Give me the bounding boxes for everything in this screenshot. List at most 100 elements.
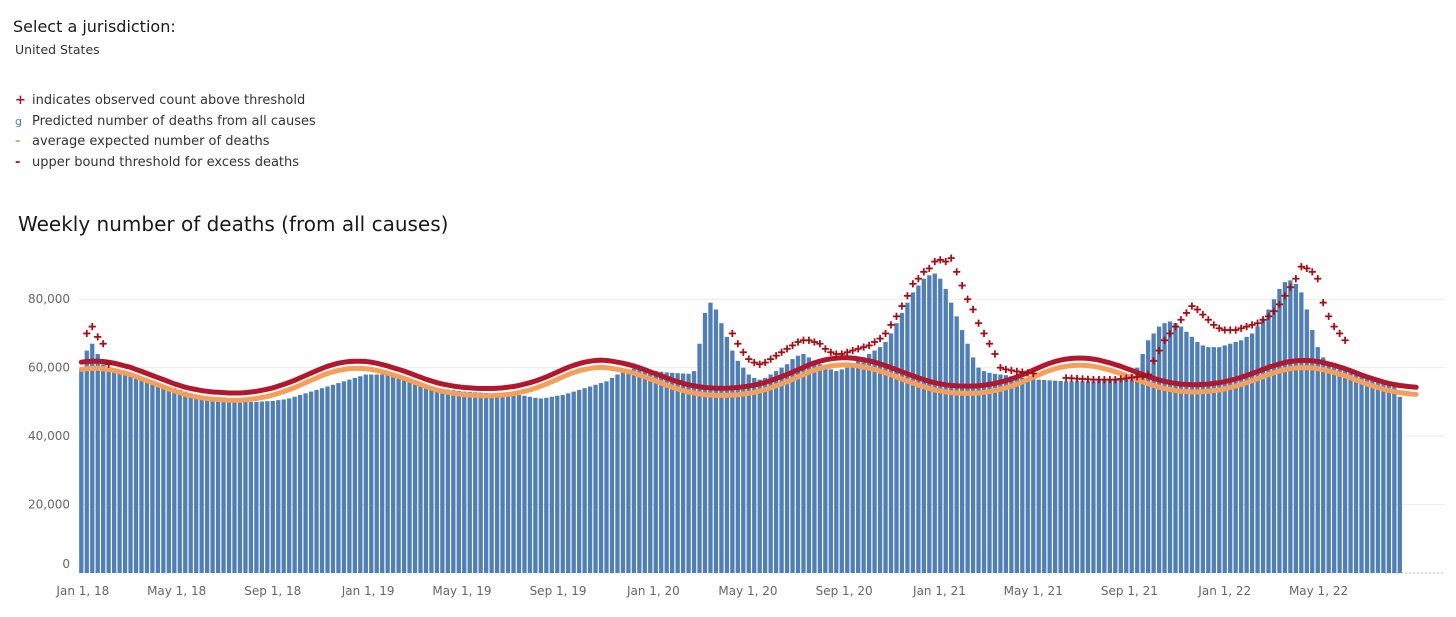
bar <box>478 392 483 573</box>
legend: + indicates observed count above thresho… <box>15 90 316 173</box>
y-tick-label: 80,000 <box>28 292 70 306</box>
bar <box>1058 381 1063 573</box>
bar <box>970 357 976 573</box>
bar <box>587 386 593 573</box>
bar <box>1085 381 1091 573</box>
plus-marker <box>1308 268 1316 276</box>
plus-marker <box>783 345 791 353</box>
plus-marker <box>909 280 917 288</box>
bar <box>385 374 390 573</box>
bar <box>111 369 117 573</box>
bar <box>341 381 347 573</box>
bar <box>888 333 894 573</box>
bar <box>1167 321 1173 573</box>
bar <box>1266 309 1271 573</box>
bar <box>637 369 642 573</box>
bar <box>642 369 647 573</box>
bar <box>1074 381 1080 573</box>
plus-marker <box>1029 369 1037 378</box>
bar <box>1337 369 1342 573</box>
jurisdiction-dropdown[interactable]: United States <box>15 42 100 57</box>
bar <box>631 368 637 573</box>
bar <box>1255 326 1260 573</box>
bar <box>1375 381 1381 573</box>
bar <box>1052 380 1058 573</box>
bar <box>1025 378 1030 573</box>
bar <box>708 302 713 573</box>
bar <box>877 347 883 573</box>
legend-label: indicates observed count above threshold <box>32 92 306 108</box>
plus-marker <box>816 340 824 348</box>
bar <box>451 390 456 573</box>
bar <box>1386 384 1392 573</box>
legend-item-above-threshold: + indicates observed count above thresho… <box>15 90 316 111</box>
plus-marker <box>1210 321 1218 329</box>
bar <box>697 343 702 573</box>
plus-marker <box>1144 370 1152 379</box>
plus-marker <box>1171 323 1180 331</box>
plus-marker <box>821 345 829 353</box>
bar <box>232 401 237 573</box>
plus-marker <box>88 323 96 331</box>
plus-marker <box>1007 366 1015 375</box>
bar <box>281 399 286 573</box>
bar <box>396 376 401 573</box>
bar <box>1003 375 1009 573</box>
bar <box>593 384 598 573</box>
plus-marker <box>1314 275 1322 283</box>
bar <box>522 395 527 573</box>
bar <box>1310 330 1315 573</box>
plus-marker <box>1188 302 1196 310</box>
bar <box>1047 380 1052 573</box>
plus-marker <box>991 350 999 358</box>
bar <box>527 396 533 573</box>
bar <box>609 377 615 573</box>
bar <box>1124 376 1129 573</box>
bar <box>653 371 658 573</box>
bar <box>1293 283 1299 573</box>
bar <box>691 371 697 573</box>
plus-marker <box>996 364 1005 372</box>
legend-label: average expected number of deaths <box>32 134 270 150</box>
bar <box>210 399 215 573</box>
plus-marker <box>767 355 775 363</box>
bar <box>1069 381 1074 573</box>
plus-marker <box>903 292 912 300</box>
bar <box>544 397 549 573</box>
bar <box>336 383 341 573</box>
bar <box>1135 367 1140 573</box>
bar <box>680 373 686 573</box>
bar <box>763 377 768 573</box>
bar <box>784 364 790 573</box>
y-tick-label: 20,000 <box>28 498 70 512</box>
plus-marker <box>750 358 758 367</box>
bar <box>1107 379 1112 573</box>
plus-marker <box>739 348 747 356</box>
bar <box>713 309 719 573</box>
legend-label: upper bound threshold for excess deaths <box>32 154 300 170</box>
x-tick-label: Sep 1, 19 <box>530 584 587 598</box>
bar <box>801 353 806 573</box>
bar <box>226 400 232 573</box>
bar-glyph-icon: g <box>15 114 22 128</box>
bar <box>1118 377 1123 573</box>
plus-marker <box>860 343 868 351</box>
plus-marker <box>1166 329 1174 338</box>
bar <box>259 401 264 573</box>
plus-marker <box>1297 263 1305 271</box>
plus-marker <box>942 257 950 266</box>
bar <box>839 369 844 573</box>
bar <box>659 371 664 573</box>
plus-marker <box>1182 309 1191 317</box>
bar <box>768 374 773 573</box>
x-tick-label: Jan 1, 21 <box>912 584 966 598</box>
bar <box>845 367 850 573</box>
bar <box>412 381 418 573</box>
plus-marker <box>876 334 884 343</box>
plus-marker <box>772 352 780 360</box>
x-tick-label: May 1, 21 <box>1004 584 1063 598</box>
bar <box>308 391 314 573</box>
bar <box>538 398 544 573</box>
bar <box>1332 367 1337 573</box>
plus-marker <box>1160 336 1169 344</box>
